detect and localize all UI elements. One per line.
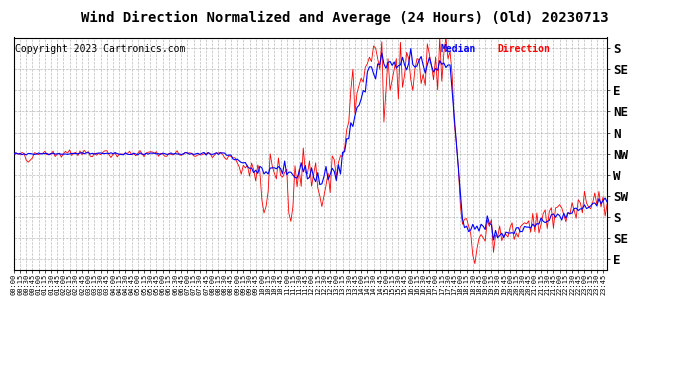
Text: Copyright 2023 Cartronics.com: Copyright 2023 Cartronics.com	[15, 45, 186, 54]
Text: Wind Direction Normalized and Average (24 Hours) (Old) 20230713: Wind Direction Normalized and Average (2…	[81, 11, 609, 26]
Text: Direction: Direction	[497, 45, 551, 54]
Text: Median: Median	[441, 45, 476, 54]
